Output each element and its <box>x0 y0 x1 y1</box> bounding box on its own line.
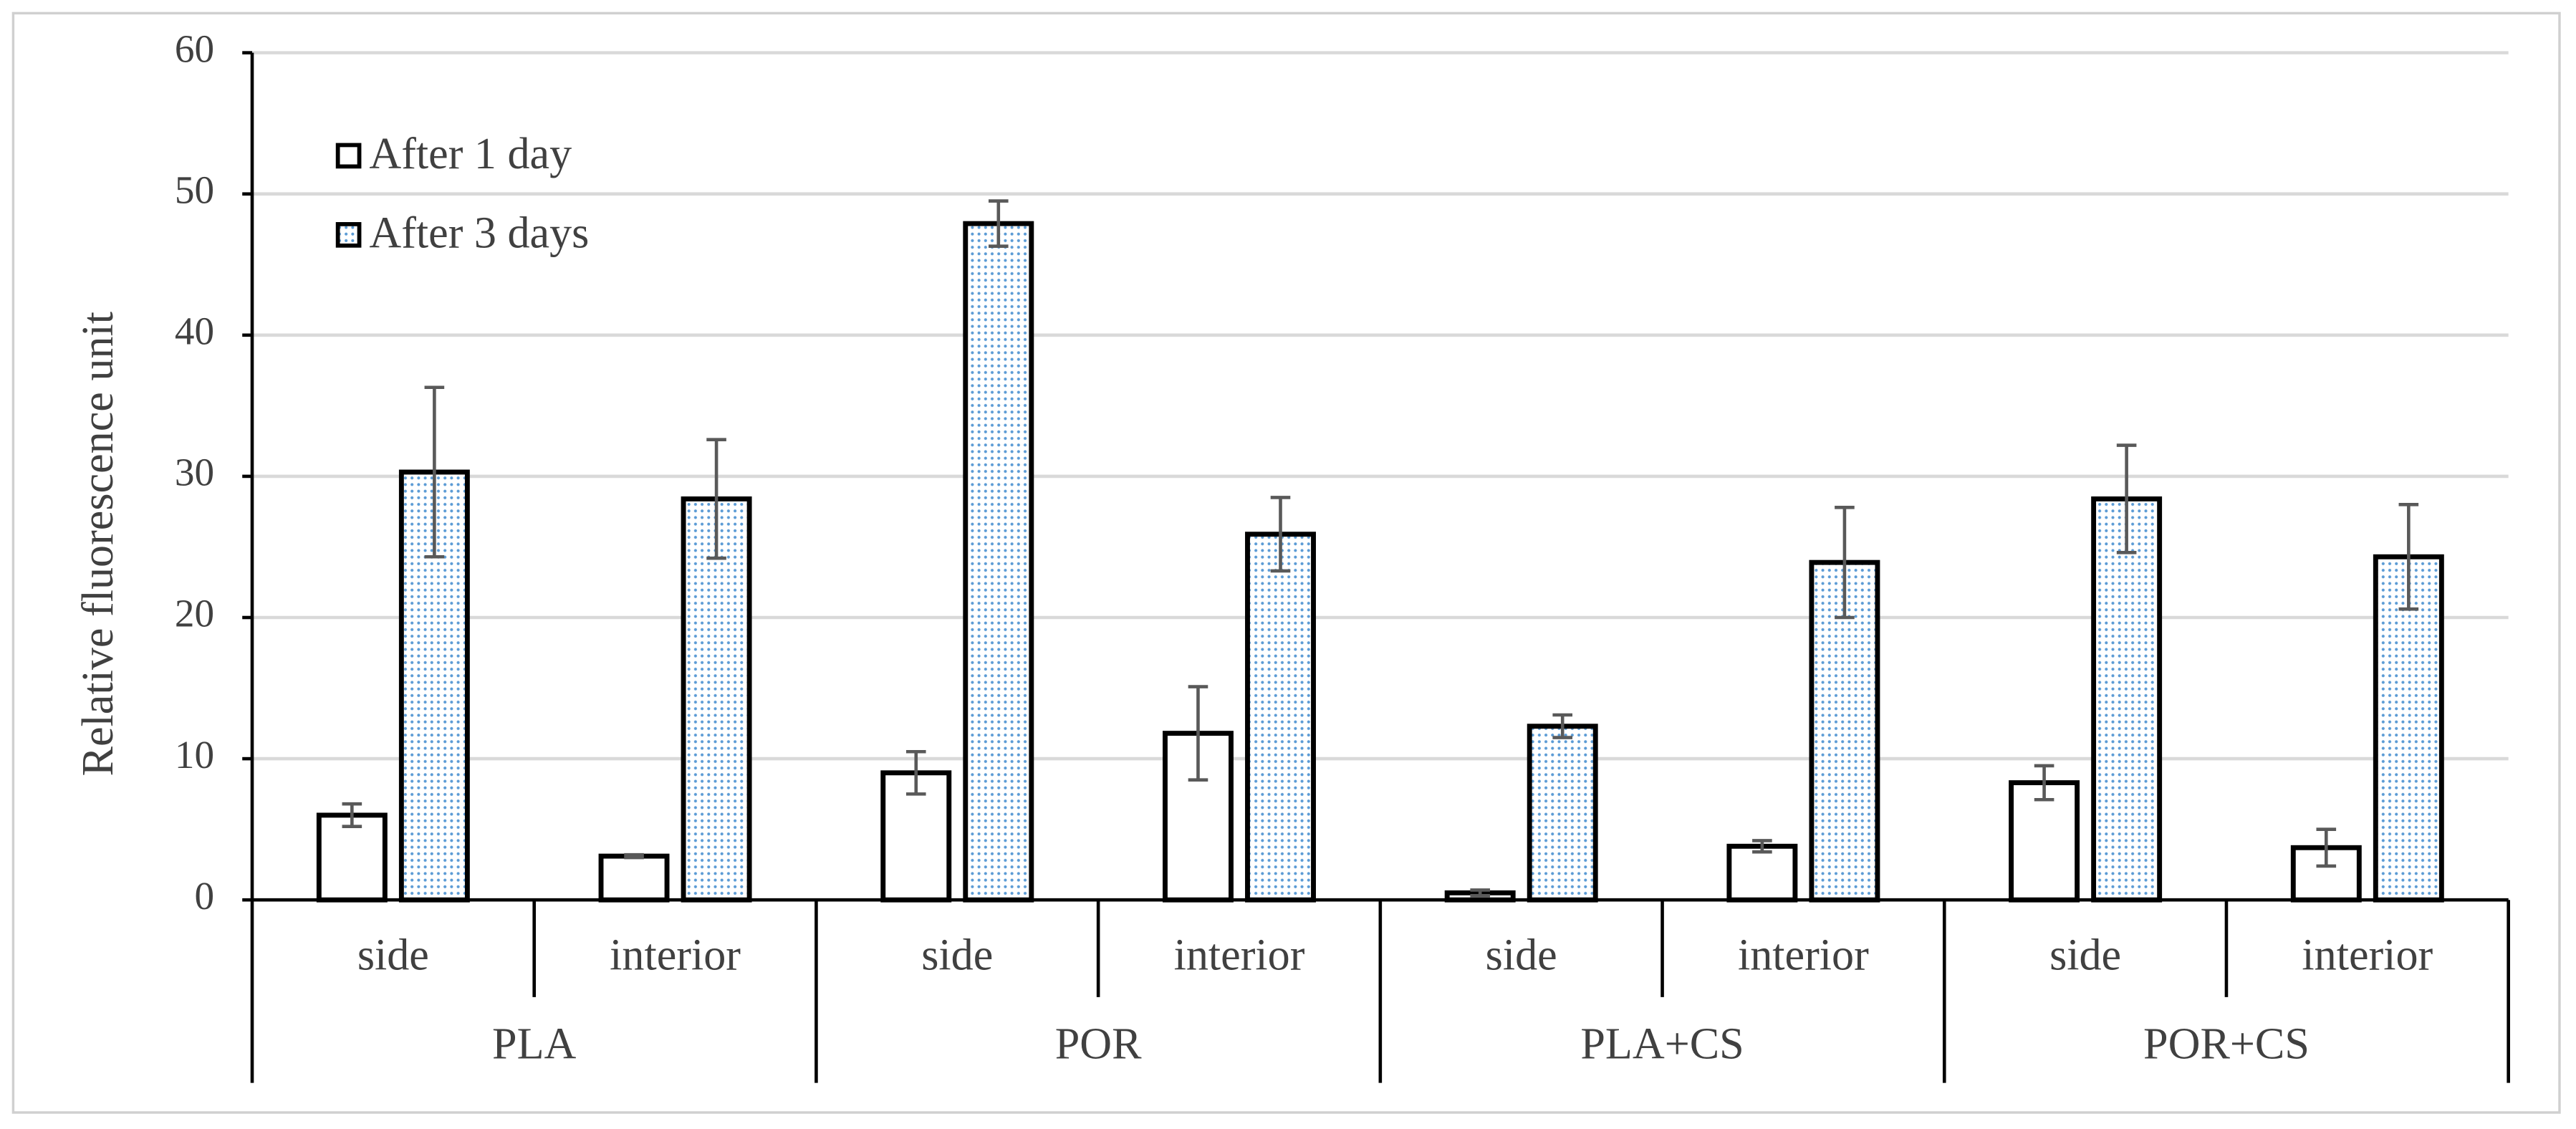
error-bar <box>424 385 445 559</box>
bar <box>2009 780 2080 903</box>
x-tick-label: side <box>2049 931 2121 979</box>
bar <box>316 812 388 903</box>
error-bar <box>988 199 1009 248</box>
bar <box>2091 496 2163 903</box>
legend-label: After 3 days <box>369 209 589 258</box>
x-tick-label: interior <box>1738 931 1869 979</box>
x-tick-label: interior <box>1174 931 1305 979</box>
x-tick-label: side <box>357 931 429 979</box>
bar <box>963 221 1034 903</box>
bar <box>598 853 670 903</box>
error-bar <box>624 852 644 860</box>
error-bar <box>905 749 926 796</box>
x-tick-label: side <box>1486 931 1557 979</box>
error-bar <box>706 438 726 560</box>
bar <box>681 496 752 903</box>
y-tick-label: 30 <box>175 451 214 494</box>
error-bar <box>1552 713 1573 739</box>
error-bar <box>1188 685 1208 782</box>
group-label: POR+CS <box>2143 1020 2310 1069</box>
error-bar <box>1835 505 1855 620</box>
group-label: POR <box>1055 1020 1142 1069</box>
y-tick-label: 60 <box>175 27 214 70</box>
error-bar <box>2316 827 2337 868</box>
group-label: PLA <box>492 1020 576 1069</box>
y-tick-label: 20 <box>175 592 214 635</box>
bar <box>1527 724 1598 903</box>
error-bar <box>1470 888 1490 898</box>
x-tick-label: side <box>921 931 993 979</box>
y-tick-label: 10 <box>175 733 214 777</box>
error-bar <box>1270 496 1291 573</box>
error-bar <box>2034 764 2054 802</box>
y-axis-title: Relative fluorescence unit <box>74 312 122 776</box>
error-bar <box>342 802 362 829</box>
error-bar <box>1752 839 1772 854</box>
error-bar <box>2398 503 2419 611</box>
legend-swatch <box>335 222 362 248</box>
bar <box>1245 532 1316 903</box>
bar <box>1726 843 1798 903</box>
legend-label: After 1 day <box>369 130 572 178</box>
error-bar <box>2116 443 2137 554</box>
x-tick-label: interior <box>610 931 741 979</box>
y-tick-label: 50 <box>175 168 214 211</box>
group-label: PLA+CS <box>1580 1020 1744 1069</box>
legend-swatch <box>335 143 362 169</box>
y-tick-label: 0 <box>194 874 214 918</box>
x-tick-label: interior <box>2302 931 2433 979</box>
y-tick-label: 40 <box>175 309 214 352</box>
